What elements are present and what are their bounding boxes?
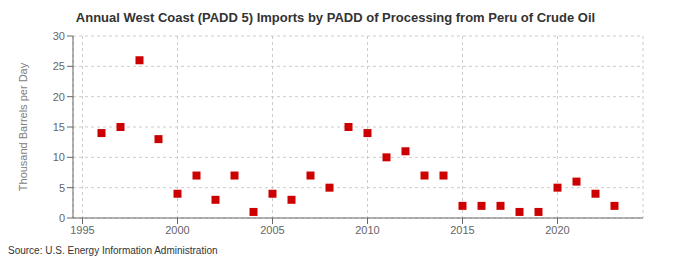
svg-text:2000: 2000 [165, 224, 189, 236]
svg-text:5: 5 [59, 182, 65, 194]
svg-text:2005: 2005 [260, 224, 284, 236]
svg-text:2020: 2020 [545, 224, 569, 236]
svg-text:Thousand Barrels per Day: Thousand Barrels per Day [17, 62, 29, 191]
html-text:Source: U.S. Energy Informatio: Source: U.S. Energy Information Administ… [8, 245, 218, 256]
svg-text:2010: 2010 [355, 224, 379, 236]
svg-text:0: 0 [59, 212, 65, 224]
svg-text:30: 30 [53, 30, 65, 42]
html-text:Annual West Coast (PADD 5) Imp: Annual West Coast (PADD 5) Imports by PA… [75, 10, 596, 25]
svg-text:2015: 2015 [450, 224, 474, 236]
svg-text:1995: 1995 [70, 224, 94, 236]
svg-text:15: 15 [53, 121, 65, 133]
svg-text:25: 25 [53, 60, 65, 72]
svg-text:10: 10 [53, 151, 65, 163]
svg-text:20: 20 [53, 91, 65, 103]
